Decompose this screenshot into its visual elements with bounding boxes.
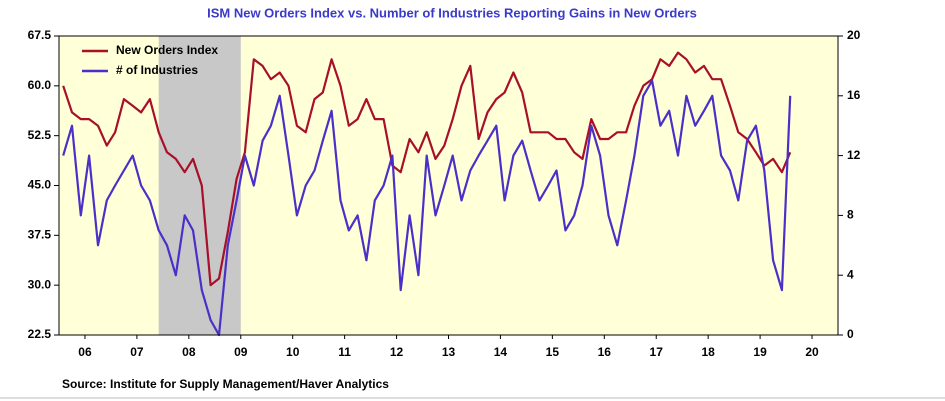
y2-tick-label: 8: [847, 208, 854, 222]
y2-tick-label: 4: [847, 267, 854, 281]
y2-tick-label: 0: [847, 327, 854, 341]
x-tick-label: 07: [130, 345, 144, 359]
series-line: [62, 79, 792, 337]
x-tick-label: 08: [182, 345, 196, 359]
y-tick-label: 45.0: [28, 178, 52, 192]
x-tick-label: 13: [442, 345, 456, 359]
y2-tick-label: 16: [847, 88, 861, 102]
x-tick-label: 11: [338, 345, 351, 359]
x-tick-label: 17: [650, 345, 664, 359]
legend-label: New Orders Index: [116, 43, 218, 57]
y-tick-label: 60.0: [28, 78, 52, 92]
x-tick-label: 16: [598, 345, 612, 359]
x-tick-label: 18: [701, 345, 715, 359]
y-tick-label: 37.5: [28, 228, 52, 242]
x-tick-label: 12: [390, 345, 404, 359]
x-tick-label: 06: [78, 345, 92, 359]
recession-shade: [158, 36, 241, 335]
x-tick-label: 20: [805, 345, 819, 359]
x-tick-label: 09: [234, 345, 248, 359]
y-tick-label: 52.5: [28, 128, 52, 142]
series-line: [62, 51, 792, 287]
y2-tick-label: 12: [847, 148, 861, 162]
y2-tick-label: 20: [847, 28, 861, 42]
legend-label: # of Industries: [116, 63, 198, 77]
chart-title: ISM New Orders Index vs. Number of Indus…: [207, 5, 697, 20]
x-tick-label: 15: [546, 345, 560, 359]
y-tick-label: 22.5: [28, 327, 52, 341]
y-tick-label: 30.0: [28, 277, 52, 291]
x-tick-label: 10: [286, 345, 300, 359]
source: Source: Institute for Supply Management/…: [62, 377, 389, 391]
x-tick-label: 14: [494, 345, 508, 359]
plot-frame: [58, 35, 839, 336]
x-tick-label: 19: [753, 345, 767, 359]
y-tick-label: 67.5: [28, 28, 52, 42]
